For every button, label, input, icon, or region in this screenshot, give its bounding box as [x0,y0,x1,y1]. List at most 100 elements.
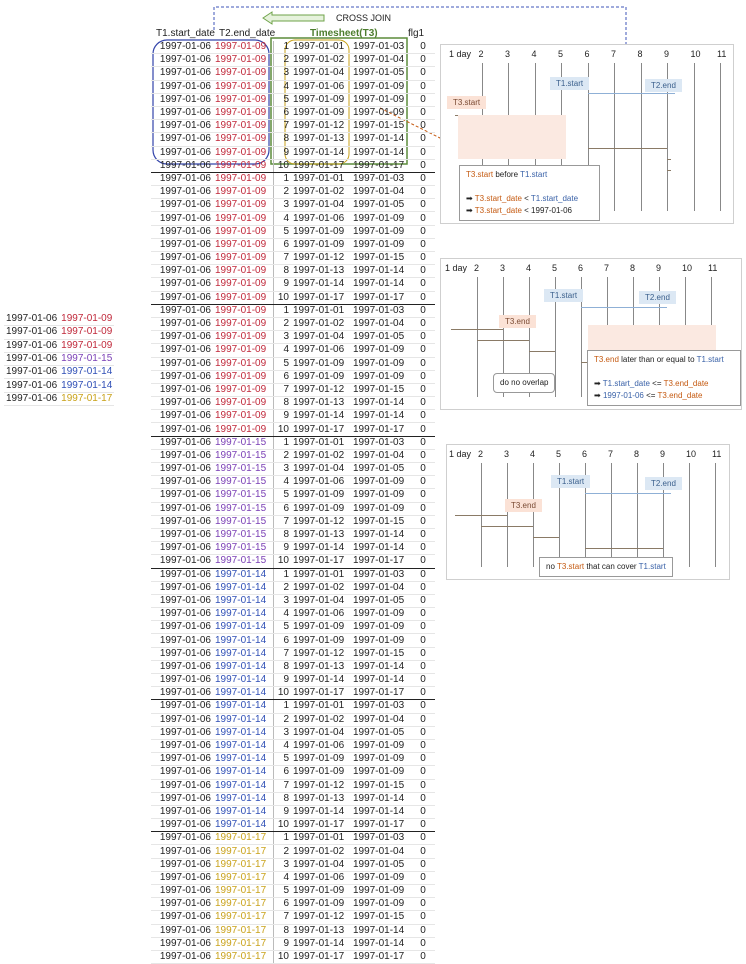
flg-value: 0 [411,291,435,305]
table-row: 1997-01-06 1997-01-14 10 1997-01-17 1997-01-… [151,818,435,833]
t1-start-date: 1997-01-06 [151,291,213,305]
t1-start-date: 1997-01-06 [151,818,213,833]
tick-label: 5 [556,449,562,459]
table-row: 1997-01-06 1997-01-14 8 1997-01-13 1997-01-1… [151,792,435,806]
t1-start-date: 1997-01-06 [151,581,213,595]
t3-start-date: 1997-01-09 [291,620,351,635]
t3-start-date: 1997-01-17 [291,291,351,305]
t3-end-date: 1997-01-05 [351,726,411,740]
table-row: 1997-01-06 1997-01-14 8 1997-01-13 1997-01-1… [151,660,435,675]
tick-label: 10 [690,49,701,59]
flg-value: 0 [411,937,435,951]
panel3-note: no T3.start that can cover T1.start [539,557,673,577]
t1-start-date: 1997-01-06 [151,805,213,820]
t3-end-date: 1997-01-14 [351,396,411,411]
t1-start-date: 1997-01-06 [151,554,213,569]
t3-start-date: 1997-01-14 [291,541,351,556]
t3-end-date: 1997-01-04 [351,581,411,595]
table-row: 1997-01-06 1997-01-09 7 1997-01-12 1997-01-1… [151,119,435,134]
flg-value: 0 [411,647,435,661]
t2-end-date: 1997-01-14 [213,594,274,609]
tick-label: 5 [552,263,558,273]
t2-end-date: 1997-01-14 [213,713,274,727]
t3-end-date: 1997-01-15 [351,119,411,134]
t3-end-date: 1997-01-14 [351,409,411,424]
t3-end-date: 1997-01-09 [351,93,411,107]
row-number: 2 [273,844,291,859]
tick-label: 3 [500,263,506,273]
t3-end-date: 1997-01-14 [351,673,411,688]
table-row: 1997-01-06 1997-01-17 6 1997-01-09 1997-01-0… [151,897,435,912]
tick-label: 4 [531,49,537,59]
t3-start-date: 1997-01-01 [291,568,351,582]
row-number: 4 [273,739,291,754]
t1-start-date: 1997-01-06 [151,80,213,94]
t2-end-date: 1997-01-15 [213,449,274,464]
flg-value: 0 [411,475,435,490]
table-row: 1997-01-06 1997-01-14 9 1997-01-14 1997-01-1… [151,673,435,688]
flg-value: 0 [411,449,435,464]
flg-value: 0 [411,488,435,503]
t1-start-date: 1997-01-06 [151,528,213,543]
t2-end-date: 1997-01-15 [213,488,274,503]
t1-start-date: 1997-01-06 [151,462,213,477]
left-end-date: 1997-01-09 [59,325,115,340]
flg-value: 0 [411,225,435,239]
row-number: 8 [273,528,291,543]
t3-start-date: 1997-01-06 [291,343,351,358]
flg-value: 0 [411,792,435,806]
t3-end-date: 1997-01-03 [351,172,411,187]
left-row: 1997-01-06 1997-01-14 [4,365,115,380]
t3-start-date: 1997-01-02 [291,53,351,68]
t3-start-date: 1997-01-02 [291,185,351,200]
flg-value: 0 [411,805,435,820]
t3-interval [587,148,667,149]
table-row: 1997-01-06 1997-01-09 5 1997-01-09 1997-01-0… [151,93,435,107]
t3-start-date: 1997-01-04 [291,594,351,609]
t3-start-date: 1997-01-06 [291,211,351,226]
t2-end-date: 1997-01-09 [213,357,274,371]
t3-start-date: 1997-01-13 [291,660,351,675]
row-number: 2 [273,185,291,200]
t1-start-date: 1997-01-06 [151,251,213,266]
t3-start-date: 1997-01-09 [291,897,351,912]
flg-value: 0 [411,422,435,437]
row-number: 2 [273,449,291,464]
table-row: 1997-01-06 1997-01-09 9 1997-01-14 1997-01-1… [151,146,435,160]
t3-start-date: 1997-01-06 [291,475,351,490]
row-number: 10 [273,950,291,964]
table-row: 1997-01-06 1997-01-15 4 1997-01-06 1997-01-0… [151,475,435,490]
table-row: 1997-01-06 1997-01-09 2 1997-01-02 1997-01-0… [151,185,435,200]
table-row: 1997-01-06 1997-01-17 4 1997-01-06 1997-01-0… [151,871,435,886]
left-end-date: 1997-01-15 [59,352,115,367]
t1-start-date: 1997-01-06 [151,396,213,411]
row-number: 10 [273,554,291,569]
t1-start-date: 1997-01-06 [151,515,213,529]
flg-value: 0 [411,172,435,187]
flg-value: 0 [411,752,435,767]
t1-start-date: 1997-01-06 [151,844,213,859]
flg-value: 0 [411,713,435,727]
t3-start-date: 1997-01-01 [291,699,351,714]
row-number: 4 [273,607,291,622]
flg-value: 0 [411,317,435,332]
day-gridline [640,63,642,211]
row-number: 3 [273,198,291,213]
row-number: 1 [273,831,291,846]
col-header-end-date: T2.end_date [219,28,276,39]
t1-start-date: 1997-01-06 [151,726,213,740]
flg-value: 0 [411,132,435,147]
flg-value: 0 [411,93,435,107]
t3-end-date: 1997-01-03 [351,436,411,450]
note-t1-start-date: T1.start_date [530,194,579,203]
t2-end-date: 1997-01-14 [213,699,274,714]
t3-end-date: 1997-01-15 [351,515,411,529]
row-number: 7 [273,119,291,134]
t2-end-date: 1997-01-09 [213,383,274,398]
tick-label: 7 [611,49,617,59]
t3-start-date: 1997-01-04 [291,726,351,740]
t3-interval [667,170,671,171]
t3-end-date: 1997-01-03 [351,831,411,846]
t3-end-date: 1997-01-14 [351,792,411,806]
row-number: 2 [273,53,291,68]
